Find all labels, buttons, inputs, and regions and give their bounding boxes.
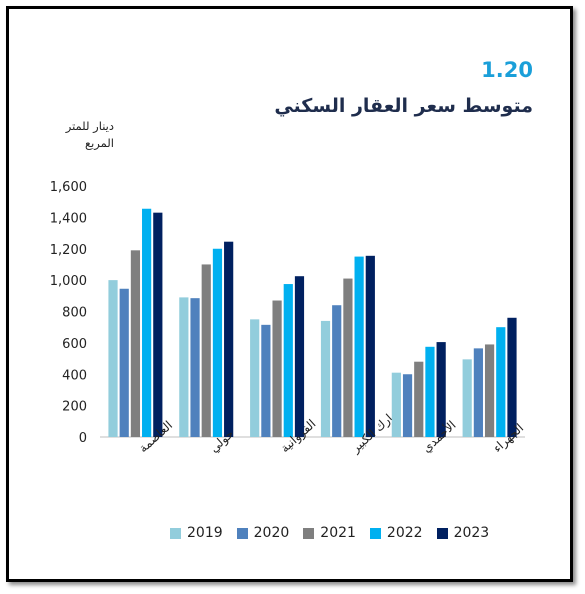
legend-item-2021: 2021 (303, 525, 356, 541)
legend-label: 2021 (320, 525, 356, 541)
y-tick-label: 1,000 (50, 274, 87, 289)
y-tick-label: 1,200 (50, 243, 87, 258)
y-tick-label: 400 (62, 368, 87, 383)
legend-swatch (170, 527, 181, 539)
bar-2021 (272, 300, 282, 437)
y-tick-label: 1,400 (50, 211, 87, 226)
y-axis-unit-line1: دينار للمتر (65, 119, 114, 133)
bar-2021 (343, 278, 353, 437)
bar-2022 (212, 248, 223, 437)
bar-2022 (496, 327, 506, 437)
y-tick-label: 200 (62, 400, 87, 415)
bar-2023 (153, 212, 163, 437)
y-tick-label: 0 (79, 431, 87, 446)
bar-2021 (414, 361, 424, 437)
legend-item-2019: 2019 (170, 525, 223, 541)
bar-2019 (108, 280, 118, 437)
bar-2020 (402, 374, 413, 437)
y-axis-unit-line2: المربع (84, 136, 114, 150)
legend-swatch (236, 527, 248, 539)
legend-label: 2019 (187, 525, 223, 541)
bar-2020 (119, 288, 129, 437)
y-axis-unit-label: دينار للمتر المربع (36, 118, 114, 152)
bar-2019 (179, 297, 189, 437)
bar-2021 (201, 264, 211, 437)
figure-number: 1.20 (481, 58, 533, 82)
bar-2020 (332, 305, 342, 437)
legend-label: 2022 (386, 525, 423, 541)
legend-label: 2023 (453, 525, 490, 541)
bar-2020 (190, 298, 200, 437)
bar-2023 (365, 255, 375, 437)
bar-2019 (320, 320, 331, 437)
y-tick-label: 600 (62, 337, 87, 352)
bar-2020 (261, 324, 271, 437)
bar-2022 (425, 346, 435, 437)
legend-item-2020: 2020 (236, 525, 290, 541)
bar-2022 (142, 208, 152, 437)
bar-2019 (250, 319, 260, 437)
bar-2019 (391, 372, 401, 437)
legend-swatch (436, 527, 448, 539)
legend-item-2022: 2022 (369, 525, 423, 541)
bar-2023 (507, 317, 517, 437)
legend-label: 2020 (253, 525, 290, 541)
chart-legend: 2019 2020 2021 2022 2023 (170, 525, 489, 541)
bar-2022 (283, 284, 293, 437)
legend-item-2023: 2023 (436, 525, 490, 541)
chart-title: متوسط سعر العقار السكني (274, 95, 533, 117)
bar-2021 (484, 344, 495, 437)
legend-swatch (303, 527, 315, 539)
bar-2023 (436, 342, 446, 437)
bar-2020 (473, 348, 483, 437)
bar-2022 (354, 256, 364, 437)
bar-2023 (224, 241, 234, 437)
bar-2021 (130, 250, 141, 437)
bar-2019 (462, 359, 472, 437)
y-tick-label: 800 (62, 306, 87, 321)
legend-swatch (369, 527, 381, 539)
y-tick-label: 1,600 (50, 180, 87, 195)
bar-2023 (294, 276, 305, 437)
